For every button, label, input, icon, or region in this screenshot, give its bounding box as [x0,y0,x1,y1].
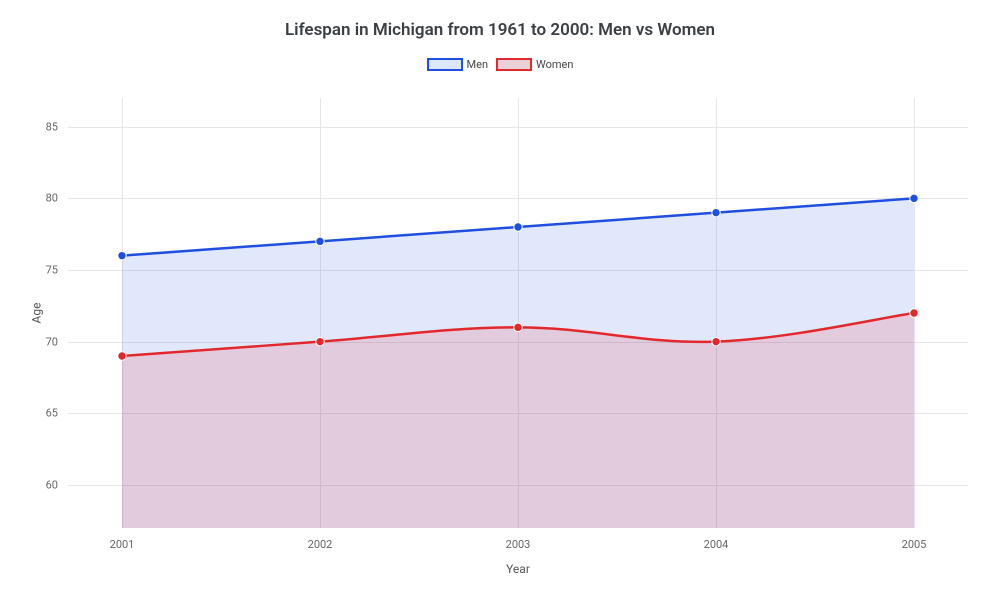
data-point[interactable] [316,237,324,245]
y-axis-tick-label: 75 [46,264,68,277]
data-point[interactable] [316,337,324,345]
x-axis-title: Year [506,562,530,576]
data-point[interactable] [118,352,126,360]
chart-container: Lifespan in Michigan from 1961 to 2000: … [0,0,1000,600]
data-point[interactable] [712,208,720,216]
y-axis-tick-label: 70 [46,335,68,348]
legend-item[interactable]: Women [496,58,573,71]
plot-area: Age Year 2001200220032004200560657075808… [68,98,968,528]
legend-item[interactable]: Men [427,58,489,71]
x-axis-tick-label: 2002 [308,538,333,551]
y-axis-title: Age [29,303,43,324]
data-point[interactable] [910,194,918,202]
plot-svg [68,98,968,528]
legend-label: Women [536,58,573,71]
data-point[interactable] [712,337,720,345]
data-point[interactable] [118,251,126,259]
data-point[interactable] [514,223,522,231]
y-axis-tick-label: 85 [46,120,68,133]
y-axis-tick-label: 80 [46,192,68,205]
data-point[interactable] [910,309,918,317]
x-axis-tick-label: 2003 [506,538,531,551]
chart-legend: Men Women [0,58,1000,71]
legend-swatch [496,58,532,71]
y-axis-tick-label: 60 [46,479,68,492]
legend-label: Men [467,58,489,71]
chart-title: Lifespan in Michigan from 1961 to 2000: … [0,0,1000,40]
data-point[interactable] [514,323,522,331]
x-axis-tick-label: 2005 [902,538,927,551]
y-axis-tick-label: 65 [46,407,68,420]
legend-swatch [427,58,463,71]
x-axis-tick-label: 2001 [110,538,135,551]
x-axis-tick-label: 2004 [704,538,729,551]
